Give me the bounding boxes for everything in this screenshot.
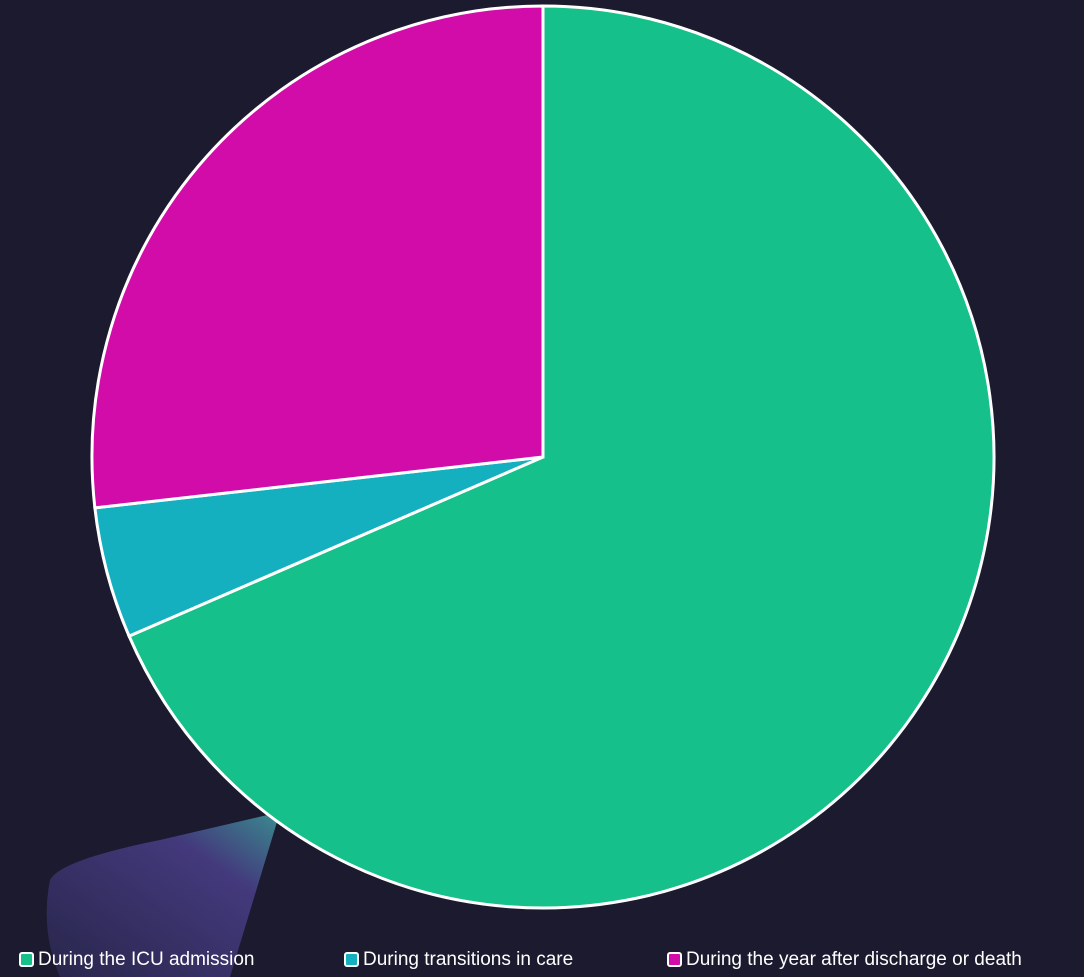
decoration bbox=[46, 812, 281, 977]
legend-swatch bbox=[19, 952, 34, 967]
pie bbox=[90, 4, 996, 910]
pie-slice bbox=[127, 4, 996, 910]
pie-slice bbox=[90, 4, 545, 510]
legend-label: During the ICU admission bbox=[38, 949, 254, 970]
legend: During the ICU admission During transitio… bbox=[19, 949, 1022, 970]
legend-label: During the year after discharge or death bbox=[686, 949, 1022, 970]
legend-swatch bbox=[667, 952, 682, 967]
legend-swatch bbox=[344, 952, 359, 967]
legend-label: During transitions in care bbox=[363, 949, 573, 970]
